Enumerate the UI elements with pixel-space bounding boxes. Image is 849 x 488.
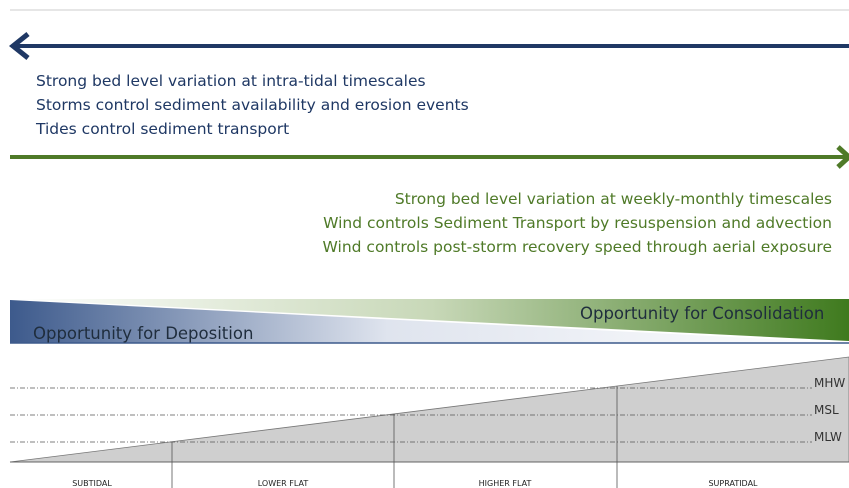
- deposition-band: [10, 300, 849, 343]
- zone-label: HIGHER FLAT: [479, 479, 532, 488]
- level-label: MHW: [814, 376, 845, 390]
- level-label: MSL: [814, 403, 839, 417]
- process-text: Storms control sediment availability and…: [36, 96, 469, 114]
- zone-dividers: [10, 386, 849, 488]
- band-label: Opportunity for Consolidation: [580, 304, 824, 323]
- zone-label: SUBTIDAL: [72, 479, 112, 488]
- consolidation-band: [14, 299, 849, 341]
- zone-label: SUPRATIDAL: [708, 479, 758, 488]
- left-arrow: [8, 32, 849, 60]
- level-lines: [10, 387, 812, 443]
- level-label: MLW: [814, 430, 842, 444]
- band-label: Opportunity for Deposition: [33, 324, 253, 343]
- profile: [9, 356, 849, 463]
- process-text: Wind controls Sediment Transport by resu…: [323, 214, 832, 232]
- zone-label: LOWER FLAT: [258, 479, 309, 488]
- process-text: Strong bed level variation at weekly-mon…: [395, 190, 832, 208]
- process-text: Wind controls post-storm recovery speed …: [323, 238, 832, 256]
- right-arrow: [10, 145, 849, 169]
- process-text: Strong bed level variation at intra-tida…: [36, 72, 426, 90]
- process-text: Tides control sediment transport: [35, 120, 289, 138]
